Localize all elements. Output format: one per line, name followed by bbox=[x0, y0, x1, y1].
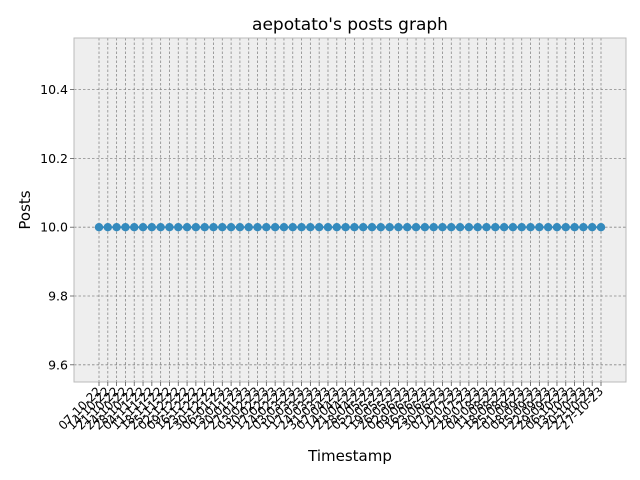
data-point bbox=[279, 223, 289, 232]
data-point bbox=[420, 223, 430, 232]
data-point bbox=[200, 223, 209, 232]
data-point bbox=[191, 223, 201, 232]
data-point bbox=[394, 223, 403, 232]
data-point bbox=[411, 223, 421, 232]
data-point bbox=[121, 223, 130, 232]
data-point bbox=[182, 223, 192, 232]
data-point bbox=[473, 223, 482, 232]
data-point bbox=[403, 223, 412, 232]
y-tick-label: 10.4 bbox=[40, 82, 68, 97]
data-point bbox=[552, 223, 562, 232]
data-point bbox=[244, 223, 253, 232]
data-point bbox=[262, 223, 271, 232]
data-point bbox=[323, 223, 333, 232]
data-point bbox=[447, 223, 456, 232]
data-point bbox=[306, 223, 315, 232]
x-axis-label: Timestamp bbox=[307, 447, 392, 465]
y-tick-label: 9.6 bbox=[48, 357, 68, 372]
chart-title: aepotato's posts graph bbox=[252, 15, 448, 35]
data-point bbox=[508, 223, 518, 232]
data-point bbox=[130, 223, 139, 232]
plot-area bbox=[74, 38, 626, 382]
x-axis-ticks: 07-10-2214-10-2221-10-2224-10-2228-10-22… bbox=[56, 382, 606, 433]
series-posts bbox=[94, 223, 606, 232]
data-point bbox=[464, 223, 474, 232]
data-point bbox=[438, 223, 447, 232]
data-point bbox=[314, 223, 324, 232]
data-point bbox=[499, 223, 509, 232]
y-tick-label: 9.8 bbox=[48, 289, 68, 304]
data-point bbox=[543, 223, 553, 232]
data-point bbox=[482, 223, 491, 232]
axes-frame bbox=[73, 37, 627, 383]
data-point bbox=[455, 223, 465, 232]
axes-border bbox=[73, 37, 627, 383]
data-point bbox=[517, 223, 526, 232]
data-point bbox=[103, 223, 113, 232]
data-point bbox=[367, 223, 377, 232]
data-point bbox=[288, 223, 297, 232]
data-point bbox=[94, 223, 104, 232]
grid-lines bbox=[74, 38, 626, 382]
data-point bbox=[570, 223, 579, 232]
data-point bbox=[156, 223, 165, 232]
data-point bbox=[385, 223, 394, 232]
data-point bbox=[561, 223, 570, 232]
data-point bbox=[235, 223, 245, 232]
y-axis-ticks: 9.6 9.8 10.0 10.2 10.4 bbox=[40, 82, 74, 372]
data-point bbox=[226, 223, 236, 232]
data-point bbox=[165, 223, 174, 232]
data-point bbox=[174, 223, 183, 232]
data-point bbox=[297, 223, 306, 232]
data-point bbox=[332, 223, 341, 232]
data-point bbox=[596, 223, 606, 232]
data-point bbox=[376, 223, 386, 232]
data-point bbox=[587, 223, 597, 232]
data-point bbox=[359, 223, 368, 232]
data-point bbox=[147, 223, 157, 232]
data-point bbox=[270, 223, 280, 232]
y-tick-label: 10.2 bbox=[40, 151, 68, 166]
y-axis-label: Posts bbox=[16, 190, 34, 229]
data-point bbox=[535, 223, 544, 232]
data-point bbox=[526, 223, 535, 232]
data-point bbox=[491, 223, 500, 232]
data-point bbox=[429, 223, 438, 232]
data-point bbox=[579, 223, 588, 232]
data-point bbox=[112, 223, 121, 232]
data-point bbox=[341, 223, 350, 232]
data-point bbox=[350, 223, 359, 232]
data-point bbox=[209, 223, 218, 232]
data-point bbox=[138, 223, 148, 232]
data-point bbox=[218, 223, 227, 232]
data-point bbox=[253, 223, 262, 232]
y-tick-label: 10.0 bbox=[40, 220, 68, 235]
